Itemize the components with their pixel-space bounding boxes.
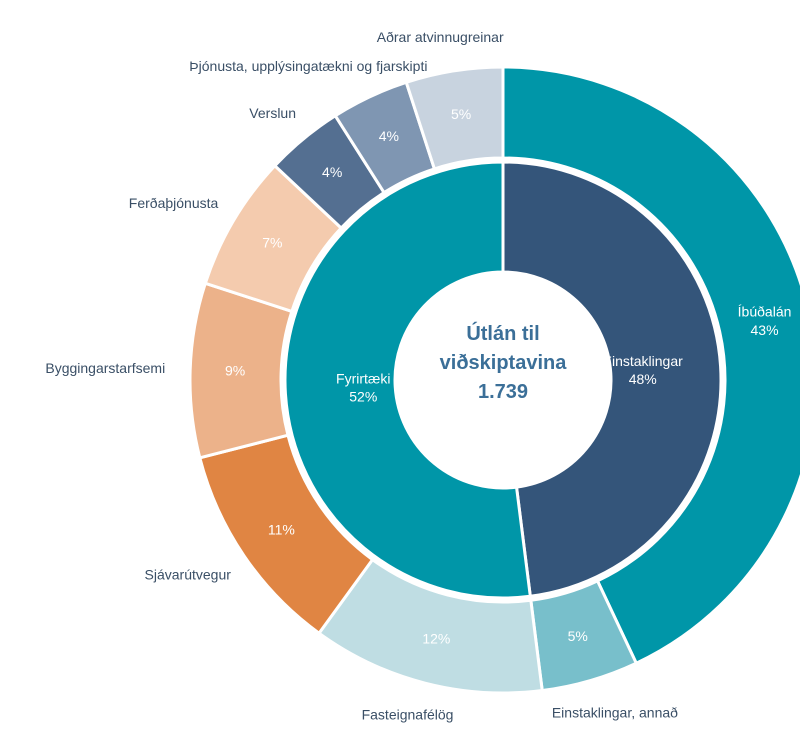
slice-name: Byggingarstarfsemi <box>45 360 166 377</box>
slice-name: Þjónusta, upplýsingatækni og fjarskipti <box>189 57 428 74</box>
value-label: 48% <box>629 371 657 387</box>
slice-name: Íbúðalán <box>737 303 792 320</box>
slice-name: Einstaklingar, annað <box>551 704 678 721</box>
slice <box>283 160 532 600</box>
slice-name: Sjávarútvegur <box>144 566 231 583</box>
value-label: 5% <box>568 628 588 644</box>
slice <box>501 160 723 598</box>
slice <box>501 65 800 666</box>
value-label: 5% <box>451 106 471 122</box>
value-label: 7% <box>262 234 282 250</box>
slice <box>404 65 505 171</box>
center-title: Útlán til viðskiptavina <box>439 323 567 374</box>
value-label: 43% <box>751 322 779 338</box>
slice-name: Fyrirtæki <box>336 370 390 386</box>
center-value: 1.739 <box>477 381 529 403</box>
value-label: 9% <box>225 362 245 378</box>
value-label: 4% <box>379 128 399 144</box>
value-label: 4% <box>322 164 342 180</box>
slice-name: Einstaklingar <box>603 353 683 369</box>
value-label: 12% <box>422 630 450 646</box>
center-label: Útlán til viðskiptavina 1.739 <box>413 320 593 407</box>
value-label: 52% <box>349 388 377 404</box>
slice-name: Verslun <box>249 104 297 121</box>
slice-name: Ferðaþjónusta <box>128 195 219 212</box>
slice-name: Fasteignafélög <box>361 707 454 724</box>
slice-name: Aðrar atvinnugreinar <box>376 29 504 46</box>
value-label: 11% <box>268 521 295 537</box>
